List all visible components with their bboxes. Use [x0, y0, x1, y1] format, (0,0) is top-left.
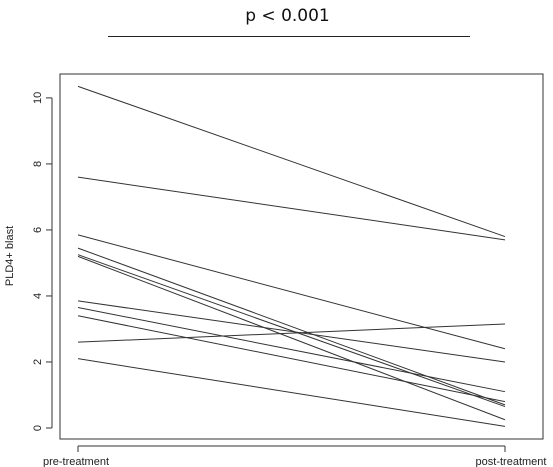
series-line [77, 247, 506, 406]
y-tick-label: 4 [32, 293, 44, 299]
series-line [77, 254, 506, 408]
x-axis: pre-treatment post-treatment [43, 445, 547, 467]
plot-frame [59, 73, 544, 440]
y-tick-label: 10 [32, 92, 44, 104]
chart-title: p < 0.001 [245, 6, 330, 26]
y-tick-label: 8 [32, 161, 44, 167]
series-line [77, 255, 506, 421]
series-line [77, 176, 506, 241]
series-lines [77, 85, 506, 427]
series-line [77, 315, 506, 403]
y-axis-label: PLD4+ blast [4, 226, 16, 286]
series-line [77, 85, 506, 238]
x-tick-label: post-treatment [476, 456, 547, 467]
y-tick-label: 6 [32, 227, 44, 233]
series-line [77, 300, 506, 363]
series-line [77, 323, 506, 343]
series-line [77, 234, 506, 350]
y-axis: 0 2 4 6 8 10 [32, 92, 53, 431]
title-underline [108, 36, 470, 37]
x-tick-label: pre-treatment [43, 456, 109, 467]
series-line [77, 307, 506, 393]
y-tick-label: 2 [32, 359, 44, 365]
y-tick-label: 0 [32, 425, 44, 431]
series-line [77, 358, 506, 427]
